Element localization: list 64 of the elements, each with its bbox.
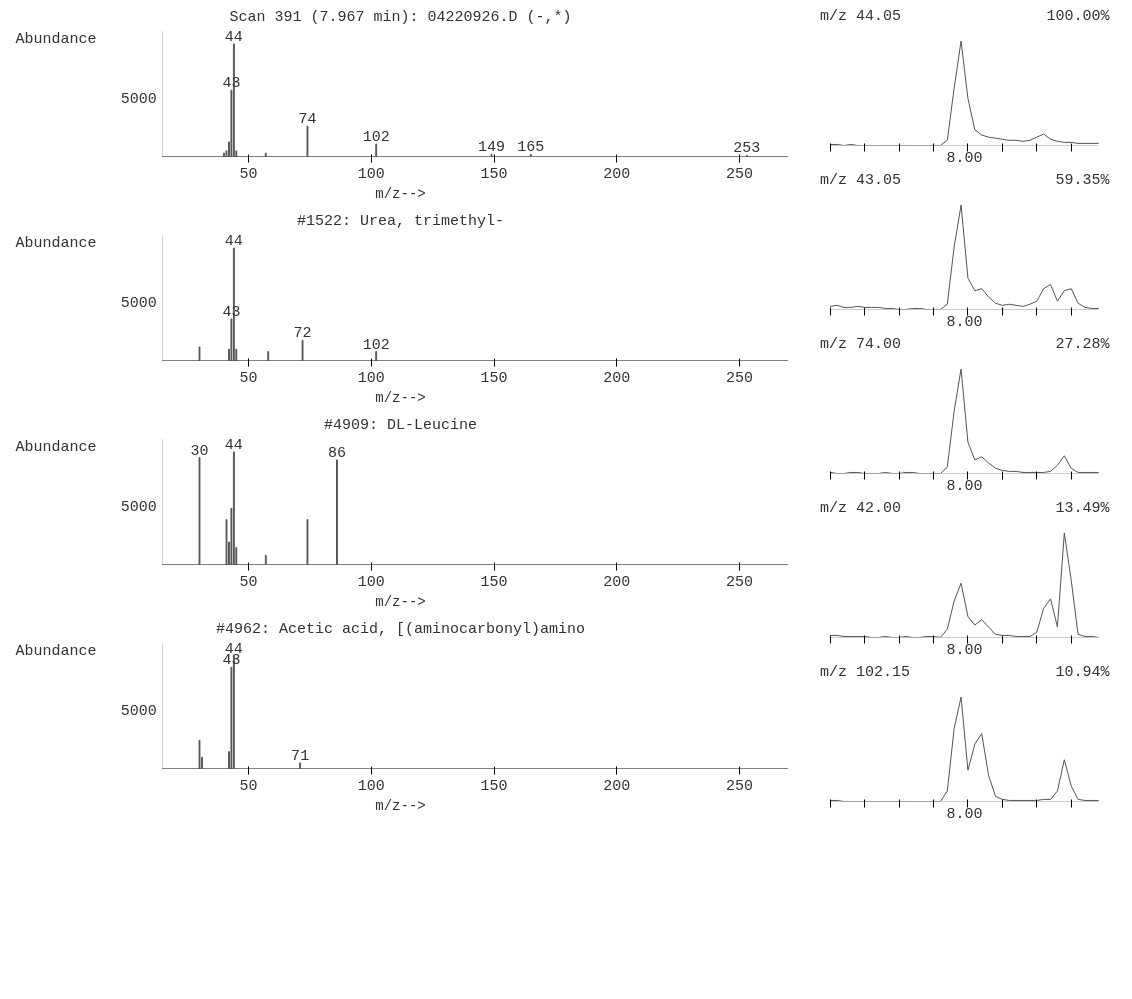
x-tick-label: 50 <box>239 777 258 795</box>
x-tick-label: 100 <box>357 777 385 795</box>
x-tick-label: 150 <box>480 573 508 591</box>
x-tick-label: 50 <box>239 573 258 591</box>
x-tick-label: 200 <box>603 573 631 591</box>
text: 5000 <box>120 499 157 516</box>
chart-title: m/z 44.05 <box>819 7 901 25</box>
text: 8.00 <box>946 149 983 167</box>
chart-title: m/z 43.05 <box>819 171 901 189</box>
annotation: 74 <box>298 111 317 129</box>
y-axis-title: Abundance <box>15 234 97 252</box>
x-axis-title: m/z--> <box>375 185 426 202</box>
annotation: 149 <box>478 139 506 157</box>
x-tick-label: 250 <box>725 369 753 387</box>
x-axis-title: m/z--> <box>375 593 426 610</box>
text: 5000 <box>120 295 157 312</box>
y-axis-title: Abundance <box>15 438 97 456</box>
x-tick-label: 100 <box>357 165 385 183</box>
x-tick-label: 200 <box>603 777 631 795</box>
annotation: 253 <box>733 140 761 158</box>
x-tick-label: 200 <box>603 165 631 183</box>
text: 10.94% <box>1055 663 1111 681</box>
x-tick-label: 150 <box>480 777 508 795</box>
annotation: 44 <box>224 437 243 454</box>
x-tick-label: 50 <box>239 165 258 183</box>
chart-title: m/z 74.00 <box>819 335 901 353</box>
x-tick-label: 100 <box>357 573 385 591</box>
annotation: 72 <box>293 325 312 343</box>
chart-title: #1522: Urea, trimethyl- <box>296 212 505 230</box>
y-axis-title: Abundance <box>15 30 97 48</box>
x-axis-title: m/z--> <box>375 797 426 814</box>
x-tick-label: 50 <box>239 369 258 387</box>
text: 59.35% <box>1055 171 1111 189</box>
x-axis-title: m/z--> <box>375 389 426 406</box>
annotation: 44 <box>224 233 243 250</box>
x-tick-label: 200 <box>603 369 631 387</box>
text: 5000 <box>120 91 157 108</box>
annotation: 102 <box>362 129 390 147</box>
x-tick-label: 150 <box>480 369 508 387</box>
text: 8.00 <box>946 477 983 495</box>
chart-title: m/z 102.15 <box>819 663 910 681</box>
chart-title: m/z 42.00 <box>819 499 901 517</box>
x-tick-label: 100 <box>357 369 385 387</box>
chart-title: #4909: DL-Leucine <box>323 416 478 434</box>
annotation: 30 <box>190 442 209 460</box>
text: 100.00% <box>1046 7 1111 25</box>
x-tick-label: 150 <box>480 165 508 183</box>
x-tick-label: 250 <box>725 165 753 183</box>
x-tick-label: 250 <box>725 777 753 795</box>
chart-title: #4962: Acetic acid, [(aminocarbonyl)amino <box>215 620 586 638</box>
text: 8.00 <box>946 313 983 331</box>
chart-title: Scan 391 (7.967 min): 04220926.D (-,*) <box>229 8 572 26</box>
annotation: 44 <box>224 29 243 46</box>
annotation: 86 <box>327 444 346 462</box>
y-axis-title: Abundance <box>15 642 97 660</box>
annotation: 71 <box>291 747 310 765</box>
annotation: 102 <box>362 336 390 354</box>
text: 27.28% <box>1055 335 1111 353</box>
text: 8.00 <box>946 805 983 823</box>
text: 13.49% <box>1055 499 1111 517</box>
text: 5000 <box>120 703 157 720</box>
text: 8.00 <box>946 641 983 659</box>
annotation: 165 <box>517 139 545 157</box>
x-tick-label: 250 <box>725 573 753 591</box>
